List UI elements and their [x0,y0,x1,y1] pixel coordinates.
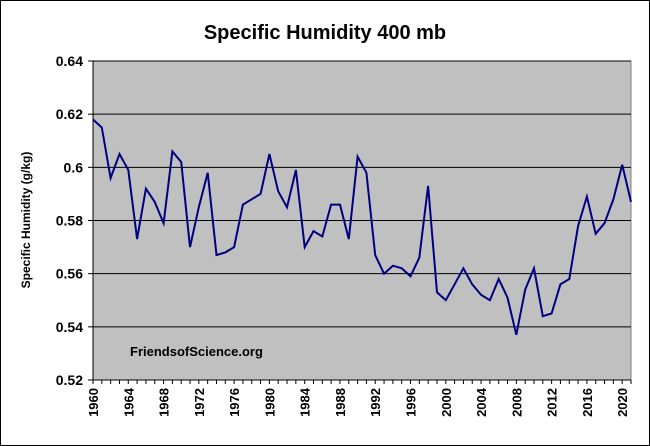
x-tick-label: 1980 [262,388,277,417]
x-tick-label: 2016 [580,388,595,417]
y-tick-label: 0.52 [56,372,83,388]
y-tick-label: 0.56 [56,266,83,282]
x-tick-label: 2008 [509,388,524,417]
y-tick-label: 0.58 [56,213,83,229]
x-tick-label: 1972 [192,388,207,417]
x-axis-ticks: 1960 1964 1968 1972 1976 1980 1984 1988 1992 1996… [86,379,632,417]
x-tick-label: 1992 [368,388,383,417]
series-line [92,118,632,336]
source-annotation: FriendsofScience.org [130,344,263,359]
y-tick-label: 0.64 [56,53,83,69]
y-tick-label: 0.6 [64,159,84,175]
x-tick-label: 2020 [615,388,630,417]
x-tick-label: 1976 [227,388,242,417]
x-tick-label: 1988 [333,388,348,417]
x-tick-label: 1964 [121,387,136,417]
x-tick-label: 2000 [439,388,454,417]
x-tick-label: 1996 [404,388,419,417]
x-tick-label: 2012 [545,388,560,417]
x-tick-label: 1968 [157,388,172,417]
y-axis-label: Specific Humidity (g/kg) [19,152,33,289]
x-tick-label: 2004 [474,387,489,417]
x-tick-label: 1984 [298,387,313,417]
y-tick-label: 0.54 [56,319,83,335]
chart-title: Specific Humidity 400 mb [204,22,446,44]
x-tick-label: 1960 [86,388,101,417]
y-axis-ticks: 0.52 0.54 0.56 0.58 0.6 0.62 0.64 [56,53,93,388]
y-tick-label: 0.62 [56,106,83,122]
